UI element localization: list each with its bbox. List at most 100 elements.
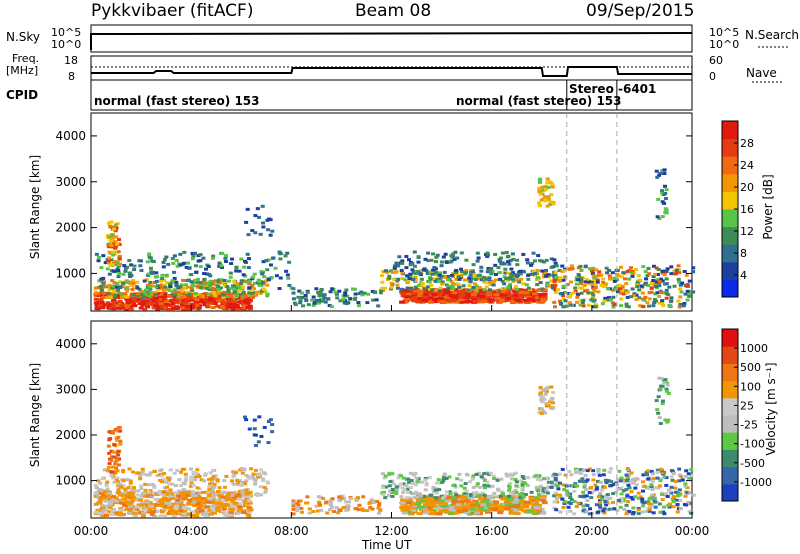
power-cell-1787 <box>500 251 505 255</box>
power-cell-2295 <box>594 268 599 272</box>
velocity-cell-628 <box>193 494 198 498</box>
power-cell-739 <box>137 287 142 291</box>
velocity-cell-665 <box>230 479 235 483</box>
power-cell-496 <box>138 306 144 310</box>
power-cell-1928 <box>552 258 557 262</box>
velocity-cell-2028 <box>658 387 663 391</box>
velocity-cell-759 <box>106 469 111 473</box>
power-cell-1843 <box>493 273 498 277</box>
power-cell-865 <box>230 257 235 261</box>
velocity-cell-423 <box>106 490 112 494</box>
velocity-cell-1819 <box>630 480 635 484</box>
power-cell-1820 <box>434 271 439 275</box>
velocity-cell-1950 <box>625 494 630 498</box>
power-cell-1897 <box>538 259 543 263</box>
velocity-cell-1775 <box>591 469 596 473</box>
power-cell-935 <box>147 256 152 260</box>
velocity-cell-1767 <box>629 490 634 494</box>
velocity-cell-1116 <box>487 499 494 503</box>
power-cell-1939 <box>306 303 311 307</box>
power-cell-902 <box>278 252 283 256</box>
velocity-cell-1179 <box>463 511 470 515</box>
velocity-cell-1405 <box>406 477 411 481</box>
power-cell-1430 <box>518 296 525 300</box>
time-tick-label-5: 20:00 <box>575 524 610 538</box>
power-cell-766 <box>153 293 158 297</box>
power-cell-2098 <box>590 291 595 295</box>
power-cell-2101 <box>646 283 651 287</box>
power-cell-923 <box>278 276 283 280</box>
power-cell-1038 <box>117 243 122 247</box>
velocity-cell-375 <box>120 494 126 498</box>
velocity-cell-1613 <box>670 478 675 482</box>
power-cell-2443 <box>260 204 265 208</box>
velocity-cell-2052 <box>252 418 257 422</box>
power-cell-1485 <box>431 292 438 296</box>
velocity-cell-450 <box>132 514 138 518</box>
velocity-cell-1521 <box>291 504 296 508</box>
velocity-colorbar-color-7 <box>722 363 738 382</box>
velocity-cell-69 <box>155 501 161 505</box>
velocity-cell-1866 <box>631 510 636 514</box>
velocity-cell-259 <box>189 498 195 502</box>
velocity-cell-1842 <box>689 474 694 478</box>
power-cell-1554 <box>444 283 449 287</box>
power-cell-1377 <box>458 300 465 304</box>
velocity-cell-1870 <box>566 505 571 509</box>
power-cell-2420 <box>663 184 668 188</box>
velocity-cell-1794 <box>657 484 662 488</box>
velocity-cell-1959 <box>598 480 603 484</box>
power-cell-2421 <box>660 200 665 204</box>
power-cell-451 <box>124 303 130 307</box>
velocity-cell-2012 <box>656 411 661 415</box>
power-cell-1436 <box>476 296 483 300</box>
power-cell-1046 <box>109 239 114 243</box>
power-cell-2232 <box>669 265 674 269</box>
power-cell-1484 <box>467 300 474 304</box>
velocity-cell-795 <box>118 429 123 433</box>
velocity-cell-1233 <box>514 497 521 501</box>
velocity-cell-2022 <box>663 378 668 382</box>
velocity-cell-1250 <box>382 476 387 480</box>
power-cell-1533 <box>508 282 513 286</box>
velocity-cell-635 <box>161 478 166 482</box>
velocity-cell-1254 <box>494 495 499 499</box>
power-cell-1705 <box>405 286 410 290</box>
power-cell-773 <box>239 279 244 283</box>
velocity-cell-1944 <box>647 502 652 506</box>
power-cell-373 <box>227 301 233 305</box>
velocity-cell-358 <box>93 491 99 495</box>
velocity-cell-1486 <box>535 488 540 492</box>
power-cell-217 <box>107 303 113 307</box>
power-cell-1808 <box>485 270 490 274</box>
power-cell-1066 <box>108 225 113 229</box>
velocity-cell-1707 <box>652 498 657 502</box>
power-cell-2435 <box>250 229 255 233</box>
power-cell-835 <box>117 271 122 275</box>
velocity-cell-692 <box>183 478 188 482</box>
velocity-cell-1262 <box>492 491 497 495</box>
velocity-cell-2041 <box>244 418 249 422</box>
power-cell-982 <box>135 286 140 290</box>
power-cell-532 <box>159 292 164 296</box>
power-cell-316 <box>177 305 183 309</box>
velocity-cell-374 <box>221 507 227 511</box>
power-cell-1685 <box>466 288 471 292</box>
velocity-cell-1968 <box>631 481 636 485</box>
velocity-cell-1776 <box>569 498 574 502</box>
velocity-cell-1858 <box>594 487 599 491</box>
velocity-cell-1936 <box>671 500 676 504</box>
power-cell-1793 <box>454 270 459 274</box>
power-cell-2387 <box>545 196 550 200</box>
power-cell-1390 <box>502 290 509 294</box>
power-cell-1911 <box>505 260 510 264</box>
velocity-cell-387 <box>229 506 235 510</box>
velocity-cell-1559 <box>317 500 322 504</box>
velocity-cell-1346 <box>434 481 439 485</box>
power-cell-960 <box>98 284 103 288</box>
power-cell-2342 <box>629 295 634 299</box>
power-cell-603 <box>122 295 127 299</box>
velocity-cell-1938 <box>683 503 688 507</box>
power-cell-1017 <box>266 278 271 282</box>
velocity-cell-988 <box>446 510 453 514</box>
